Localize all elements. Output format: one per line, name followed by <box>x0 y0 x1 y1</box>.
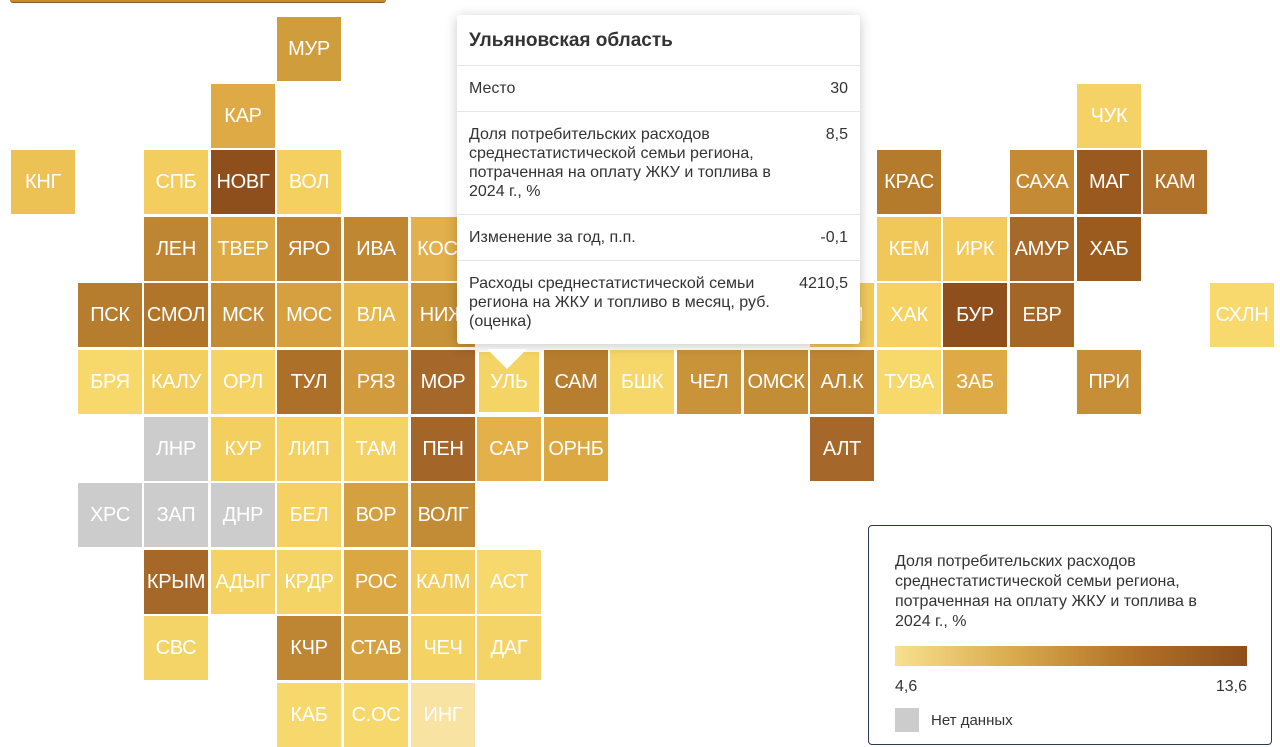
region-tile[interactable]: ОРЛ <box>211 350 275 414</box>
region-tile[interactable]: ИНГ <box>411 683 475 747</box>
region-tile[interactable]: ЧУК <box>1077 84 1141 148</box>
region-tile[interactable]: ЛИП <box>277 417 341 481</box>
region-tile[interactable]: ВЛА <box>344 283 408 347</box>
region-tile[interactable]: АЛТ <box>810 417 874 481</box>
region-tile[interactable]: ЛНР <box>144 417 208 481</box>
tooltip-label: Место <box>469 80 516 97</box>
region-tile[interactable]: ПЕН <box>411 417 475 481</box>
region-tile[interactable]: ПРИ <box>1077 350 1141 414</box>
nodata-label: Нет данных <box>931 711 1013 729</box>
nodata-swatch <box>895 708 919 732</box>
tooltip-row-share: Доля потребительских расходов среднестат… <box>457 112 860 215</box>
tooltip-label: Доля потребительских расходов среднестат… <box>469 126 771 200</box>
region-tile[interactable]: МОР <box>411 350 475 414</box>
tooltip-value: 30 <box>830 80 848 97</box>
region-tile[interactable]: ХАБ <box>1077 217 1141 281</box>
region-tile[interactable]: ДНР <box>211 483 275 547</box>
region-tile[interactable]: ВОЛ <box>277 150 341 214</box>
legend-ticks: 4,6 13,6 <box>895 678 1247 696</box>
legend-nodata: Нет данных <box>895 708 1245 732</box>
region-tile[interactable]: НОВГ <box>211 150 275 214</box>
region-tile[interactable]: КАМ <box>1143 150 1207 214</box>
region-tile[interactable]: ВОЛГ <box>411 483 475 547</box>
region-tile[interactable]: БШК <box>610 350 674 414</box>
region-tile[interactable]: БРЯ <box>78 350 142 414</box>
region-tile[interactable]: МАГ <box>1077 150 1141 214</box>
region-tile[interactable]: АДЫГ <box>211 550 275 614</box>
region-tile[interactable]: ЯРО <box>277 217 341 281</box>
region-tile[interactable]: ТВЕР <box>211 217 275 281</box>
tooltip-value: -0,1 <box>820 229 848 246</box>
region-tile[interactable]: АЛ.К <box>810 350 874 414</box>
legend-min: 4,6 <box>895 678 918 695</box>
region-tile[interactable]: ЗАБ <box>943 350 1007 414</box>
region-tile[interactable]: САХА <box>1010 150 1074 214</box>
region-tile[interactable]: С.ОС <box>344 683 408 747</box>
tooltip-row-change: Изменение за год, п.п. -0,1 <box>457 215 860 261</box>
region-tile[interactable]: АСТ <box>477 550 541 614</box>
region-tile[interactable]: МУР <box>277 17 341 81</box>
header-strip <box>10 0 386 3</box>
region-tile[interactable]: ДАГ <box>477 616 541 680</box>
region-tile[interactable]: КРАС <box>877 150 941 214</box>
region-tile[interactable]: ЕВР <box>1010 283 1074 347</box>
region-tile[interactable]: ТУЛ <box>277 350 341 414</box>
region-tile[interactable]: ВОР <box>344 483 408 547</box>
region-tile[interactable]: ТУВА <box>877 350 941 414</box>
region-tile[interactable]: САР <box>477 417 541 481</box>
region-tile[interactable]: КРДР <box>277 550 341 614</box>
region-tile[interactable]: ИВА <box>344 217 408 281</box>
region-tile[interactable]: КАЛУ <box>144 350 208 414</box>
tooltip-value: 4210,5 <box>799 275 848 292</box>
tooltip-row-expenses: Расходы среднестатистической семьи регио… <box>457 261 860 344</box>
tooltip-label: Расходы среднестатистической семьи регио… <box>469 275 770 330</box>
region-tile[interactable]: ОРНБ <box>544 417 608 481</box>
region-tile[interactable]: МСК <box>211 283 275 347</box>
region-tile[interactable]: МОС <box>277 283 341 347</box>
legend-title: Доля потребительских расходов среднестат… <box>895 553 1197 630</box>
tooltip-row-rank: Место 30 <box>457 66 860 112</box>
region-tile[interactable]: ХРС <box>78 483 142 547</box>
region-tile[interactable]: ПСК <box>78 283 142 347</box>
region-tile[interactable]: КЧР <box>277 616 341 680</box>
region-tile[interactable]: КРЫМ <box>144 550 208 614</box>
region-tile[interactable]: РОС <box>344 550 408 614</box>
region-tile[interactable]: КАЛМ <box>411 550 475 614</box>
legend-max: 13,6 <box>1215 678 1247 695</box>
region-tile[interactable]: КАБ <box>277 683 341 747</box>
region-tile[interactable]: ХАК <box>877 283 941 347</box>
region-tile[interactable]: СПБ <box>144 150 208 214</box>
region-tile[interactable]: КНГ <box>11 150 75 214</box>
region-tile[interactable]: ИРК <box>943 217 1007 281</box>
region-tile[interactable]: ТАМ <box>344 417 408 481</box>
region-tile[interactable]: ЧЕЛ <box>677 350 741 414</box>
tooltip-arrow <box>487 349 527 369</box>
tooltip-title: Ульяновская область <box>457 15 860 66</box>
region-tooltip: Ульяновская область Место 30 Доля потреб… <box>457 15 860 344</box>
region-tile[interactable]: АМУР <box>1010 217 1074 281</box>
region-tile[interactable]: БЕЛ <box>277 483 341 547</box>
region-tile[interactable]: РЯЗ <box>344 350 408 414</box>
region-tile[interactable]: ОМСК <box>744 350 808 414</box>
tooltip-value: 8,5 <box>825 126 848 143</box>
region-tile[interactable]: КЕМ <box>877 217 941 281</box>
region-tile[interactable]: КАР <box>211 84 275 148</box>
tooltip-label: Изменение за год, п.п. <box>469 229 636 246</box>
region-tile[interactable]: СМОЛ <box>144 283 208 347</box>
region-tile[interactable]: САМ <box>544 350 608 414</box>
region-tile[interactable]: ЛЕН <box>144 217 208 281</box>
region-tile[interactable]: КУР <box>211 417 275 481</box>
region-tile[interactable]: СВС <box>144 616 208 680</box>
legend-gradient-bar <box>895 646 1247 666</box>
region-tile[interactable]: ЗАП <box>144 483 208 547</box>
region-tile[interactable]: СТАВ <box>344 616 408 680</box>
region-tile[interactable]: СХЛН <box>1210 283 1274 347</box>
region-tile[interactable]: ЧЕЧ <box>411 616 475 680</box>
region-tile[interactable]: БУР <box>943 283 1007 347</box>
map-legend: Доля потребительских расходов среднестат… <box>868 525 1272 745</box>
